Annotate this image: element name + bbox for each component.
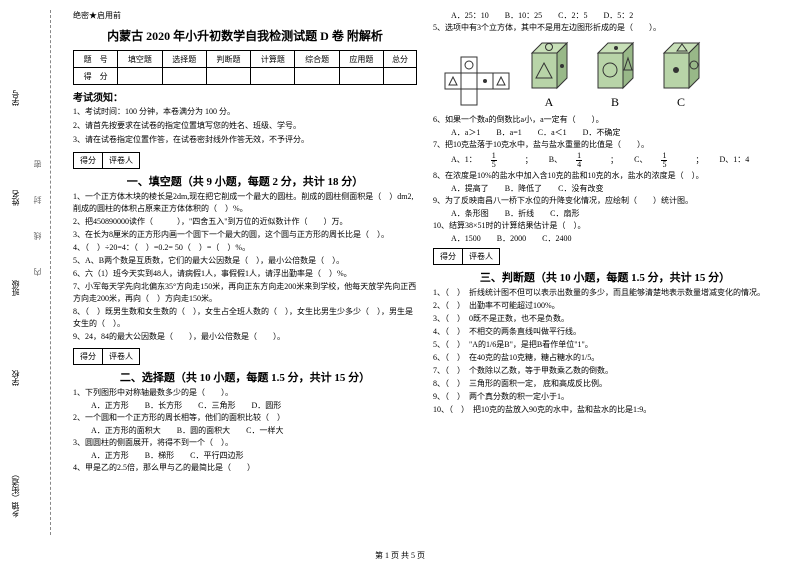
notice-1: 1、考试时间：100 分钟，本卷满分为 100 分。 — [73, 106, 417, 118]
field-class: 班级 — [10, 280, 21, 296]
q-c5: 5、选项中有3个立方体，其中不是用左边图形折成的是（ ）。 — [433, 22, 777, 34]
cube-c-label: C — [651, 95, 711, 110]
q-c9-opts: A．条形图 B．折线 C．扇形 — [433, 208, 777, 219]
q-c3: 3、圆圆柱的侧面展开，将得不到一个（ ）。 — [73, 437, 417, 449]
q-c7-opts: A、1：15； B、14； C、15； D、1：4 — [433, 152, 777, 169]
q-c6-opts: A．a＞1 B．a=1 C．a＜1 D．不确定 — [433, 127, 777, 138]
th-calc: 计算题 — [251, 51, 295, 68]
field-id: 学号 — [10, 90, 21, 106]
q-j1: 1、（ ） 折线统计图不但可以表示出数量的多少，而且能够清楚地表示数量增减变化的… — [433, 287, 777, 299]
q-c1: 1、下列图形中对称轴最数多少的是（ ）。 — [73, 387, 417, 399]
q-c6: 6、如果一个数a的倒数比a小，a一定有（ ）。 — [433, 114, 777, 126]
q-c3-opts: A．正方形 B．梯形 C．平行四边形 — [73, 450, 417, 461]
q-c8-opts: A．提高了 B．降低了 C．没有改变 — [433, 183, 777, 194]
notice-2: 2、请首先按要求在试卷的指定位置填写您的姓名、班级、学号。 — [73, 120, 417, 132]
q-fill-4: 4、（ ）÷20=4：（ ）=0.2= 50（ ）=（ ）%。 — [73, 242, 417, 254]
q-j5: 5、（ ） "A的1/6是B"，是把B看作单位"1"。 — [433, 339, 777, 351]
notice-3: 3、请在试卷指定位置作答，在试卷密封线外作答无效，不予评分。 — [73, 134, 417, 146]
q-fill-7: 7、小军每天学先向北偏东35°方向走150米，再向正东方向走200米来到学校，他… — [73, 281, 417, 305]
section-1-title: 一、填空题（共 9 小题，每题 2 分，共计 18 分） — [73, 173, 417, 189]
scorebox-1: 得分评卷人 — [73, 152, 140, 169]
th-fill: 填空题 — [118, 51, 162, 68]
cube-a: A — [519, 38, 579, 110]
q-fill-1: 1、一个正方体木块的棱长是2dm,现在把它削成一个最大的圆柱。削成的圆柱侧面积是… — [73, 191, 417, 215]
section-3-title: 三、判断题（共 10 小题，每题 1.5 分，共计 15 分） — [433, 269, 777, 285]
q-j9: 9、（ ） 两个真分数的积一定小于1。 — [433, 391, 777, 403]
binding-margin: 乡镇（街道） 学校 班级 姓名 学号 内 线 封 密 — [0, 0, 60, 545]
q-fill-5: 5、A、B两个数是互质数，它们的最大公因数是（ ），最小公倍数是（ ）。 — [73, 255, 417, 267]
scorebox-2: 得分评卷人 — [73, 348, 140, 365]
th-judge: 判断题 — [206, 51, 250, 68]
q-fill-9: 9、24，84的最大公因数是（ ），最小公倍数是（ ）。 — [73, 331, 417, 343]
paper-title: 内蒙古 2020 年小升初数学自我检测试题 D 卷 附解析 — [73, 27, 417, 44]
field-name: 姓名 — [10, 190, 21, 206]
score-table: 题 号 填空题 选择题 判断题 计算题 综合题 应用题 总分 得 分 — [73, 50, 417, 85]
q-j7: 7、（ ） 个数除以乙数，等于甲数乘乙数的倒数。 — [433, 365, 777, 377]
th-choice: 选择题 — [162, 51, 206, 68]
cube-b-label: B — [585, 95, 645, 110]
q-c2: 2、一个圆和一个正方形的周长相等，他们的面积比较（ ） — [73, 412, 417, 424]
cube-a-label: A — [519, 95, 579, 110]
q-j6: 6、（ ） 在40克的盐10克糖，糖占糖水的1/5。 — [433, 352, 777, 364]
q-fill-3: 3、在长为8厘米的正方形内画一个圆下一个最大的圆，这个圆与正方形的周长比是（ ）… — [73, 229, 417, 241]
field-school: 学校 — [10, 370, 21, 386]
th-comp: 综合题 — [295, 51, 339, 68]
row-score-label: 得 分 — [74, 68, 118, 85]
q-j4: 4、（ ） 不相交的两条直线叫做平行线。 — [433, 326, 777, 338]
th-app: 应用题 — [339, 51, 383, 68]
q-c8: 8、在浓度是10%的盐水中加入含10克的盐和10克的水，盐水的浓度是（ ）。 — [433, 170, 777, 182]
seal-text: 内 线 封 密 — [32, 150, 43, 276]
field-township: 乡镇（街道） — [10, 470, 21, 518]
q-j2: 2、（ ） 出勤率不可能超过100%。 — [433, 300, 777, 312]
q-fill-2: 2、把450890000读作（ ），"四舍五入"到万位的近似数计作（ ）万。 — [73, 216, 417, 228]
th-num: 题 号 — [74, 51, 118, 68]
cube-net — [443, 55, 513, 110]
secret-label: 绝密★启用前 — [73, 10, 417, 21]
section-2-title: 二、选择题（共 10 小题，每题 1.5 分，共计 15 分） — [73, 369, 417, 385]
q-c1-opts: A．正方形 B．长方形 C．三角形 D．圆形 — [73, 400, 417, 411]
th-total: 总分 — [384, 51, 417, 68]
cube-c: C — [651, 38, 711, 110]
column-left: 绝密★启用前 内蒙古 2020 年小升初数学自我检测试题 D 卷 附解析 题 号… — [65, 10, 425, 545]
column-right: A．25：10 B．10：25 C．2：5 D．5：2 5、选项中有3个立方体，… — [425, 10, 785, 545]
q-c4-opts: A．25：10 B．10：25 C．2：5 D．5：2 — [433, 10, 777, 21]
q-c2-opts: A．正方形的面积大 B．圆的面积大 C．一样大 — [73, 425, 417, 436]
q-c4: 4、甲是乙的2.5倍，那么甲与乙的最简比是（ ） — [73, 462, 417, 474]
q-fill-6: 6、六（1）班今天实到48人，请病假1人，事假假1人，请浮出勤率是（ ）%。 — [73, 268, 417, 280]
cube-b: B — [585, 38, 645, 110]
q-j3: 3、（ ） 0既不是正数，也不是负数。 — [433, 313, 777, 325]
q-j8: 8、（ ） 三角形的面积一定， 底和高成反比例。 — [433, 378, 777, 390]
q-j10: 10、（ ） 把10克的盐放入90克的水中，盐和盐水的比是1:9。 — [433, 404, 777, 416]
cube-figure: A B — [443, 38, 777, 110]
seal-line — [50, 10, 51, 535]
q-c10: 10、结算38×51时的计算结果估计是（ ）。 — [433, 220, 777, 232]
notice-heading: 考试须知： — [73, 89, 417, 104]
q-c9: 9、为了反映南昌八一桥下水位的升降变化情况，应绘制（ ）统计图。 — [433, 195, 777, 207]
q-c10-opts: A．1500 B．2000 C．2400 — [433, 233, 777, 244]
page-footer: 第 1 页 共 5 页 — [0, 550, 800, 561]
q-c7: 7、把10克盐落于10克水中，盐与盐水重量的比值是（ ）。 — [433, 139, 777, 151]
q-fill-8: 8、（ ）既男生数和女生数的（ ），女生占全班人数的（ ），女生比男生少多少（ … — [73, 306, 417, 330]
scorebox-3: 得分评卷人 — [433, 248, 500, 265]
